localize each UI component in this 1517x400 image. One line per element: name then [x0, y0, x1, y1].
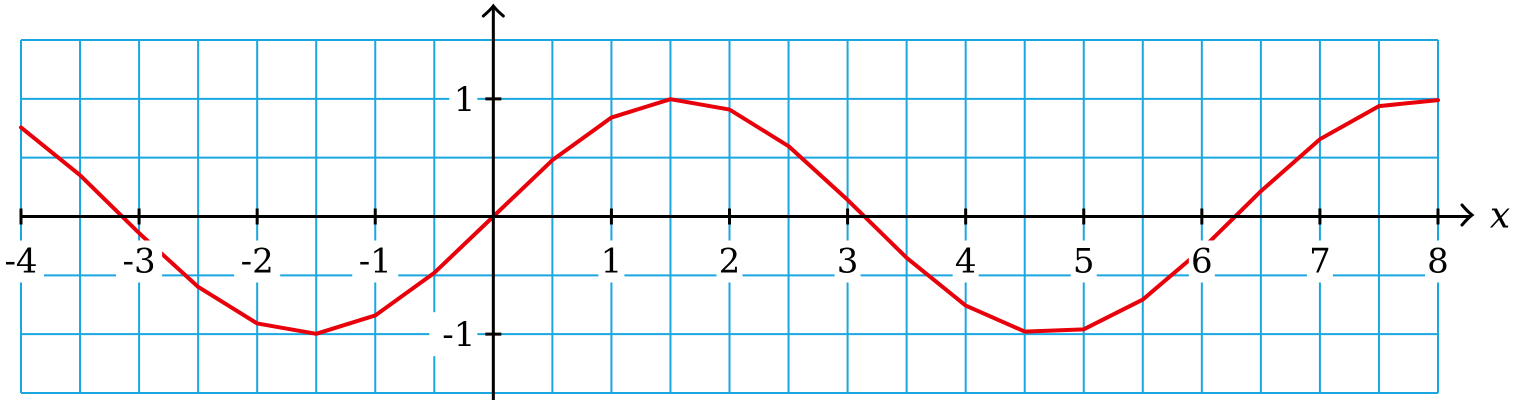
x-axis-title: x	[1490, 196, 1510, 237]
tick-labels: -4 -3 -2 -1 1 2 3 4 5 6 7 8 1 -1 x	[0, 76, 1510, 357]
x-tick-label-bg	[834, 240, 861, 283]
x-tick-label: -4	[4, 242, 37, 282]
y-tick-label: 1	[454, 80, 476, 120]
x-tick-label-bg	[952, 240, 979, 283]
x-tick-label-bg	[1425, 240, 1451, 283]
x-tick-label: 6	[1191, 242, 1213, 282]
y-axis-arrow	[481, 3, 505, 18]
y-tick-label: -1	[442, 315, 475, 355]
x-tick-label-bg	[0, 240, 44, 283]
x-tick-label-bg	[1188, 240, 1215, 283]
x-tick-label-bg	[116, 240, 163, 283]
x-tick-label: 5	[1073, 242, 1095, 282]
x-tick-label: -1	[359, 242, 392, 282]
y-tick-label-bg	[429, 312, 478, 357]
x-tick-label: 2	[719, 242, 741, 282]
x-tick-label: -2	[241, 242, 274, 282]
y-tick-label-bg	[449, 76, 478, 121]
x-tick-label-bg	[234, 240, 281, 283]
x-tick-label: 7	[1309, 242, 1331, 282]
x-tick-label: -3	[123, 242, 156, 282]
x-tick-label-bg	[1306, 240, 1333, 283]
x-tick-label: 8	[1427, 242, 1449, 282]
x-tick-label-bg	[1070, 240, 1097, 283]
x-tick-label: 3	[837, 242, 859, 282]
x-tick-label-bg	[352, 240, 399, 283]
x-tick-label: 1	[601, 242, 623, 282]
x-tick-label-bg	[716, 240, 743, 283]
x-axis-arrow	[1460, 203, 1475, 227]
axes	[19, 3, 1475, 400]
x-tick-label-bg	[598, 240, 625, 283]
x-tick-label: 4	[955, 242, 977, 282]
